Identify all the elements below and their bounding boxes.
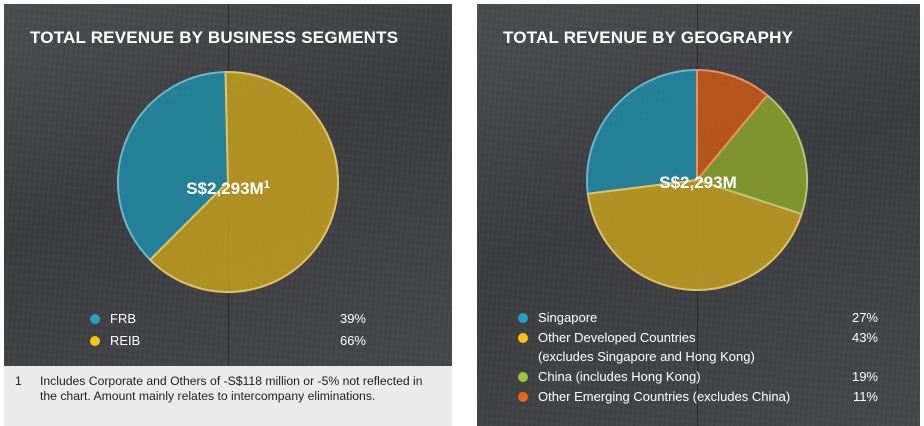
geography-legend: Singapore 27% Other Developed Countries (… [518, 308, 878, 407]
pie-slice-singapore0 [586, 69, 698, 195]
business-segments-title: TOTAL REVENUE BY BUSINESS SEGMENTS [30, 28, 399, 47]
pie-slice-other1 [586, 179, 803, 291]
legend-label-line1: Other Developed Countries [538, 330, 696, 345]
footnote-text: Includes Corporate and Others of -S$118 … [40, 374, 423, 403]
legend-label: Singapore [538, 310, 598, 325]
business-segments-legend: FRB 39% REIB 66% [90, 309, 366, 353]
geography-pie: S$2,293M [586, 69, 808, 291]
legend-label: FRB [110, 311, 136, 326]
singapore-color-dot [518, 313, 528, 323]
pie-slice-frb0 [117, 71, 229, 261]
legend-value: 43% [851, 330, 878, 345]
frb-color-dot [90, 314, 100, 324]
footnote-number: 1 [15, 374, 22, 388]
geography-panel: TOTAL REVENUE BY GEOGRAPHY S$2,293M Sing… [477, 4, 920, 426]
legend-item-other-developed: Other Developed Countries (excludes Singa… [518, 328, 878, 367]
legend-value: 66% [339, 333, 366, 348]
reib-color-dot [90, 336, 100, 346]
legend-item-reib: REIB 66% [90, 331, 366, 353]
legend-label: China (includes Hong Kong) [538, 369, 701, 384]
business-segments-panel: TOTAL REVENUE BY BUSINESS SEGMENTS S$2,2… [4, 4, 452, 366]
legend-item-other-emerging: Other Emerging Countries (excludes China… [518, 387, 878, 407]
pie-slice-reib1 [149, 71, 339, 294]
pie-total-label: S$2,293M [659, 173, 737, 192]
legend-item-china: China (includes Hong Kong) 19% [518, 367, 878, 387]
pie-slice-other3 [696, 69, 769, 181]
legend-value: 11% [852, 389, 878, 404]
pie-total-value: S$2,293M [186, 179, 264, 198]
pie-total-label: S$2,293M1 [186, 179, 270, 198]
other-developed-color-dot [518, 333, 528, 343]
other-emerging-color-dot [518, 392, 528, 402]
footnote: 1 Includes Corporate and Others of -S$11… [4, 366, 452, 426]
pie-slice-china2 [696, 94, 808, 215]
legend-value: 19% [851, 369, 878, 384]
legend-item-singapore: Singapore 27% [518, 308, 878, 328]
legend-item-frb: FRB 39% [90, 309, 366, 331]
legend-value: 27% [851, 310, 878, 325]
legend-label-line2: (excludes Singapore and Hong Kong) [538, 349, 755, 364]
china-color-dot [518, 372, 528, 382]
legend-label: Other Emerging Countries (excludes China… [538, 389, 791, 404]
legend-label: REIB [110, 333, 141, 348]
legend-value: 39% [339, 311, 366, 326]
footnote-marker: 1 [264, 179, 270, 191]
geography-title: TOTAL REVENUE BY GEOGRAPHY [503, 28, 794, 47]
legend-label: Other Developed Countries (excludes Singa… [538, 328, 755, 366]
business-segments-pie: S$2,293M1 [117, 71, 339, 294]
